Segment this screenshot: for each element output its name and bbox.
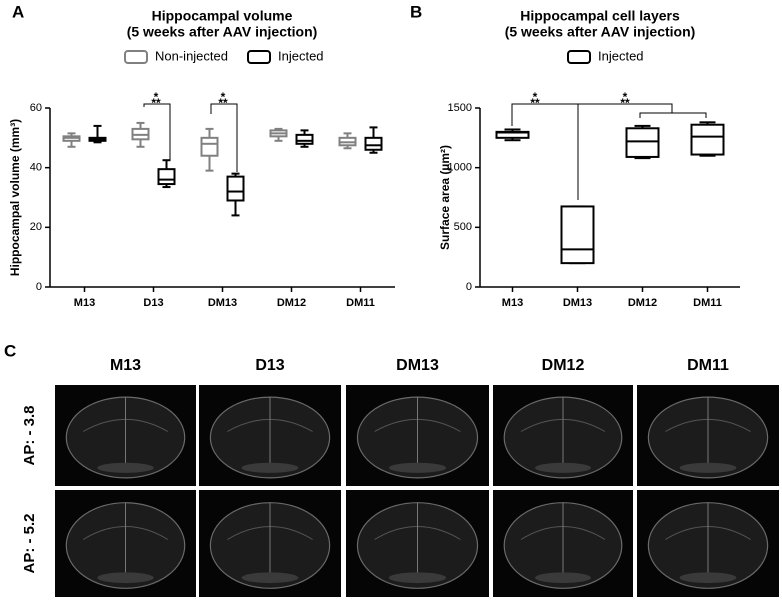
column-label: DM12	[542, 357, 585, 374]
x-tick-label: DM11	[693, 297, 722, 309]
y-tick-label: 0	[466, 281, 472, 293]
significance-label: *	[623, 90, 628, 104]
significance-label: **	[151, 96, 161, 110]
significance-bracket	[511, 103, 579, 200]
y-axis-label: Surface area (µm²)	[438, 145, 452, 250]
y-axis-label: Hippocampal volume (mm³)	[8, 119, 22, 276]
brain-detail	[535, 572, 591, 584]
column-label: D13	[255, 357, 284, 374]
legend-label: Injected	[598, 48, 644, 63]
brain-detail	[535, 462, 591, 473]
column-label: M13	[110, 357, 141, 374]
legend-swatch	[124, 50, 148, 64]
y-tick-label: 1500	[448, 102, 472, 114]
significance-bracket	[143, 103, 171, 160]
legend-label: Non-injected	[155, 48, 228, 63]
significance-label: *	[533, 90, 538, 104]
column-label: DM13	[396, 357, 439, 374]
brain-detail	[388, 572, 447, 584]
y-tick-label: 60	[30, 102, 42, 114]
brain-detail	[241, 462, 299, 473]
significance-label: **	[620, 96, 630, 110]
significance-bracket	[210, 103, 238, 172]
box	[690, 123, 725, 156]
significance-label: **	[218, 96, 228, 110]
significance-label: **	[530, 96, 540, 110]
chart-subtitle: (5 weeks after AAV injection)	[505, 24, 696, 40]
brain-detail	[679, 572, 737, 584]
significance-label: *	[154, 90, 159, 104]
box	[226, 175, 245, 202]
box	[625, 127, 660, 158]
x-tick-label: D13	[143, 297, 163, 309]
chart-title: Hippocampal volume	[152, 8, 293, 24]
x-tick-label: DM11	[346, 297, 375, 309]
panel-label: A	[12, 2, 24, 21]
brain-detail	[97, 572, 154, 584]
significance-label: *	[221, 90, 226, 104]
brain-detail	[679, 462, 737, 473]
legend-swatch	[567, 50, 591, 64]
box	[157, 168, 176, 186]
legend-label: Injected	[278, 48, 324, 63]
box	[200, 136, 219, 157]
box	[295, 133, 314, 145]
y-tick-label: 40	[30, 162, 42, 174]
x-tick-label: DM12	[277, 297, 306, 309]
x-tick-label: M13	[502, 297, 523, 309]
significance-bracket	[578, 103, 673, 113]
panel-label: B	[410, 2, 422, 21]
brain-detail	[388, 462, 447, 473]
box	[364, 136, 383, 151]
row-label: AP: - 5.2	[21, 513, 38, 573]
column-label: DM11	[687, 357, 729, 374]
chart-title: Hippocampal cell layers	[520, 8, 680, 24]
brain-detail	[97, 462, 154, 473]
y-tick-label: 1000	[448, 162, 472, 174]
chart-subtitle: (5 weeks after AAV injection)	[127, 24, 318, 40]
x-tick-label: DM13	[208, 297, 237, 309]
x-tick-label: M13	[74, 297, 95, 309]
x-tick-label: DM12	[628, 297, 657, 309]
y-tick-label: 0	[36, 281, 42, 293]
y-tick-label: 20	[30, 221, 42, 233]
box	[560, 205, 595, 265]
panel-label: C	[4, 341, 16, 360]
x-tick-label: DM13	[563, 297, 592, 309]
brain-detail	[241, 572, 299, 584]
row-label: AP: - 3.8	[21, 405, 38, 465]
legend-swatch	[247, 50, 271, 64]
significance-bracket	[639, 112, 707, 118]
y-tick-label: 500	[454, 221, 472, 233]
